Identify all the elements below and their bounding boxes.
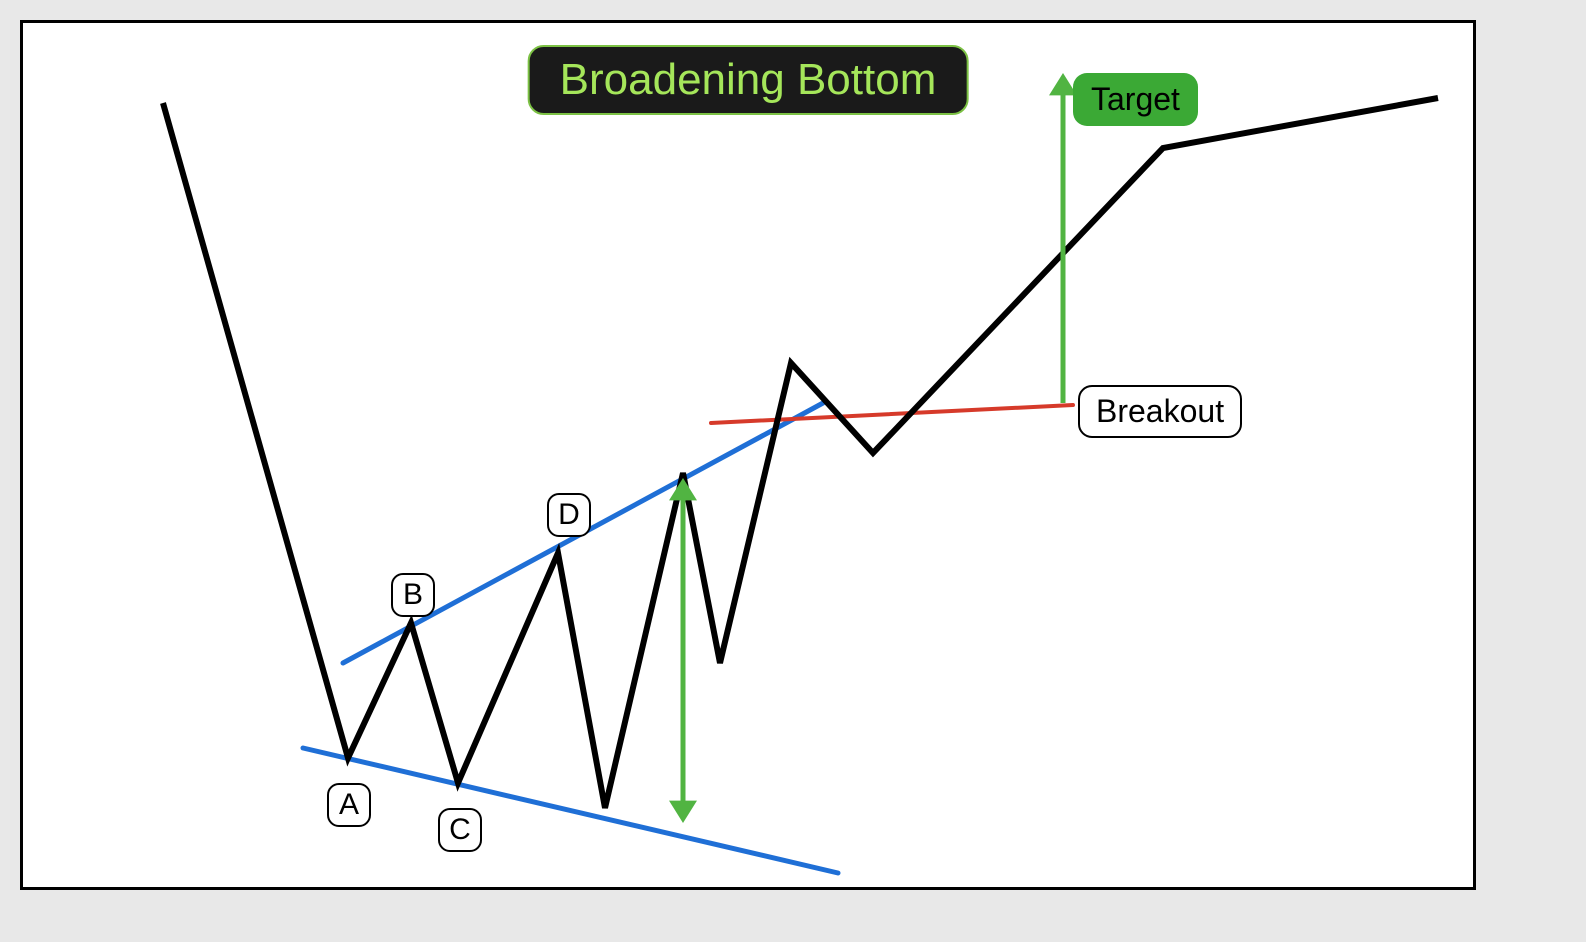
- point-label-c: C: [438, 808, 482, 852]
- target-label: Target: [1073, 73, 1198, 126]
- point-label-a: A: [327, 783, 371, 827]
- stage: Broadening Bottom A B C D Target Breakou…: [0, 0, 1586, 942]
- point-label-b: B: [391, 573, 435, 617]
- chart-title: Broadening Bottom: [528, 45, 969, 115]
- chart-frame: Broadening Bottom A B C D Target Breakou…: [20, 20, 1476, 890]
- point-label-d: D: [547, 493, 591, 537]
- chart-svg: [23, 23, 1479, 893]
- breakout-label: Breakout: [1078, 385, 1242, 438]
